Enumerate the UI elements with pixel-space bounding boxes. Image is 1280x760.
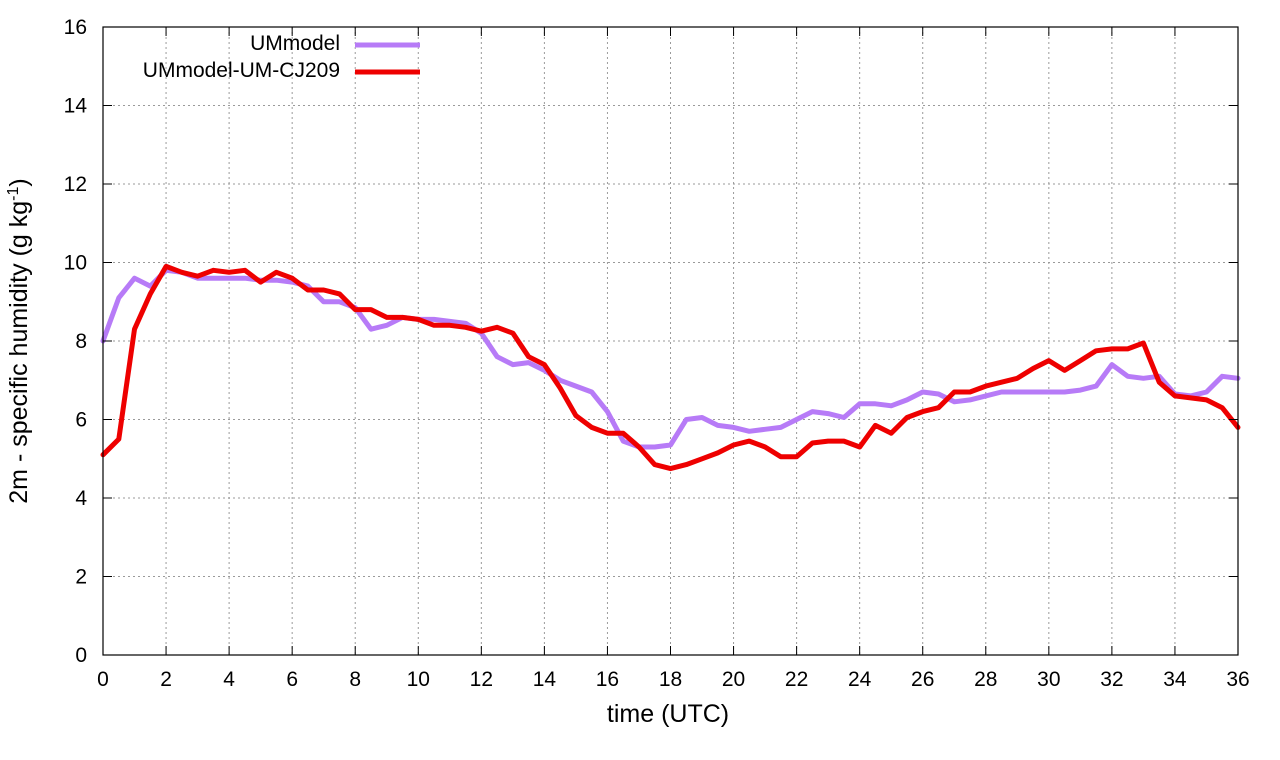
y-axis-title-end: ): [5, 178, 33, 186]
x-tick-label: 4: [223, 668, 235, 691]
x-tick-label: 26: [911, 668, 934, 691]
x-tick-label: 22: [785, 668, 808, 691]
y-tick-label: 0: [75, 644, 87, 667]
y-tick-label: 12: [64, 173, 87, 196]
x-tick-label: 8: [349, 668, 361, 691]
series-line-ummodel: [100, 267, 1241, 450]
x-tick-label: 28: [974, 668, 997, 691]
series-line-ummodel-um-cj209: [100, 263, 1241, 472]
y-tick-label: 2: [75, 566, 87, 589]
x-tick-label: 24: [848, 668, 872, 691]
x-tick-label: 14: [533, 668, 557, 691]
y-axis-title: 2m - specific humidity (g kg-1): [5, 178, 33, 503]
legend-label-ummodel-um-cj209: UMmodel-UM-CJ209: [143, 59, 340, 82]
series-lines: [100, 263, 1241, 472]
x-tick-label: 20: [722, 668, 745, 691]
x-tick-label: 18: [659, 668, 682, 691]
y-tick-label: 14: [64, 95, 88, 118]
y-tick-label: 6: [75, 409, 87, 432]
x-tick-label: 10: [407, 668, 430, 691]
grid: [103, 27, 1238, 655]
x-tick-label: 34: [1163, 668, 1187, 691]
y-tick-label: 4: [75, 487, 87, 510]
axes: 0 2 4 6 8 10 12 14 16 18 20 22 24 26 28 30 32 34 360246810…: [64, 16, 1250, 691]
y-axis-title-sup: -1: [5, 187, 22, 201]
x-tick-label: 32: [1100, 668, 1123, 691]
x-tick-label: 16: [596, 668, 619, 691]
y-axis-title-base: 2m - specific humidity (g kg: [5, 201, 33, 504]
x-axis-title: time (UTC): [607, 700, 729, 728]
y-tick-label: 10: [64, 252, 87, 275]
x-tick-label: 0: [97, 668, 109, 691]
x-tick-label: 30: [1037, 668, 1060, 691]
x-tick-label: 2: [160, 668, 172, 691]
y-tick-label: 8: [75, 330, 87, 353]
x-tick-label: 6: [286, 668, 298, 691]
x-tick-label: 12: [470, 668, 493, 691]
y-tick-label: 16: [64, 16, 87, 39]
legend-label-ummodel: UMmodel: [250, 32, 340, 55]
legend: UMmodel UMmodel-UM-CJ209: [143, 32, 420, 82]
x-tick-label: 36: [1226, 668, 1249, 691]
